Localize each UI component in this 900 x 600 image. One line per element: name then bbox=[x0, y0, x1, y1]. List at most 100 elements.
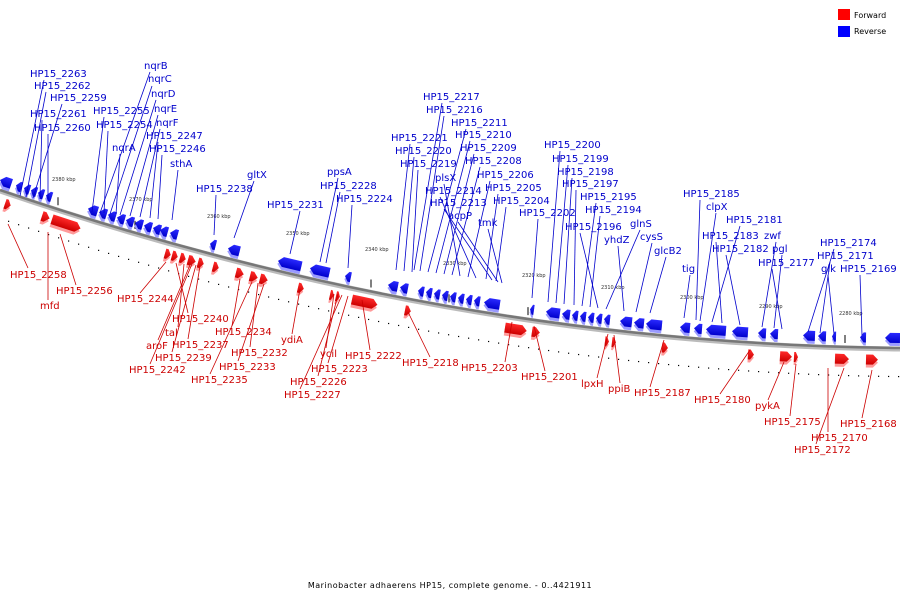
gene-label-reverse[interactable]: HP15_2183 bbox=[702, 231, 759, 242]
gene-label-forward[interactable]: HP15_2258 bbox=[10, 270, 67, 281]
forward-gene-arrow[interactable] bbox=[2, 198, 12, 213]
reverse-gene-arrow[interactable] bbox=[587, 312, 595, 326]
gene-label-reverse[interactable]: HP15_2224 bbox=[336, 194, 393, 205]
gene-label-reverse[interactable]: HP15_2238 bbox=[196, 184, 253, 195]
gene-label-forward[interactable]: ydiA bbox=[281, 335, 303, 346]
reverse-gene-arrow[interactable] bbox=[425, 287, 433, 302]
gene-label-reverse[interactable]: clpX bbox=[706, 202, 728, 213]
reverse-gene-arrow[interactable] bbox=[13, 181, 24, 195]
gene-label-forward[interactable]: HP15_2222 bbox=[345, 351, 402, 362]
gene-label-reverse[interactable]: yhdZ bbox=[604, 235, 630, 246]
reverse-gene-arrow[interactable] bbox=[133, 218, 145, 233]
gene-label-forward[interactable]: pykA bbox=[755, 401, 780, 412]
gene-label-forward[interactable]: HP15_2234 bbox=[215, 327, 272, 338]
gene-label-reverse[interactable]: HP15_2259 bbox=[50, 93, 107, 104]
forward-gene-arrow[interactable] bbox=[334, 291, 341, 305]
reverse-gene-arrow[interactable] bbox=[757, 328, 767, 342]
gene-label-reverse[interactable]: HP15_2211 bbox=[451, 118, 508, 129]
gene-label-reverse[interactable]: HP15_2246 bbox=[149, 144, 206, 155]
gene-label-reverse[interactable]: tmk bbox=[478, 218, 498, 229]
reverse-gene-arrow[interactable] bbox=[884, 332, 900, 347]
forward-gene-arrow[interactable] bbox=[661, 342, 668, 356]
gene-label-reverse[interactable]: HP15_2217 bbox=[423, 92, 480, 103]
reverse-gene-arrow[interactable] bbox=[571, 310, 579, 324]
forward-gene-arrow[interactable] bbox=[328, 289, 335, 304]
gene-label-forward[interactable]: HP15_2244 bbox=[117, 294, 174, 305]
gene-label-reverse[interactable]: zwf bbox=[764, 231, 781, 242]
reverse-gene-arrow[interactable] bbox=[529, 304, 535, 318]
gene-label-reverse[interactable]: plsX bbox=[435, 173, 456, 184]
reverse-gene-arrow[interactable] bbox=[142, 221, 154, 236]
reverse-gene-arrow[interactable] bbox=[817, 331, 827, 345]
gene-label-forward[interactable]: HP15_2170 bbox=[811, 433, 868, 444]
gene-label-reverse[interactable]: HP15_2221 bbox=[391, 133, 448, 144]
forward-gene-arrow[interactable] bbox=[865, 354, 878, 368]
gene-label-reverse[interactable]: HP15_2263 bbox=[30, 69, 87, 80]
gene-label-reverse[interactable]: HP15_2204 bbox=[493, 196, 550, 207]
gene-label-forward[interactable]: HP15_2218 bbox=[402, 358, 459, 369]
gene-label-forward[interactable]: HP15_2172 bbox=[794, 445, 851, 456]
forward-gene-arrow[interactable] bbox=[248, 271, 259, 286]
reverse-gene-arrow[interactable] bbox=[158, 225, 170, 240]
gene-label-reverse[interactable]: HP15_2214 bbox=[425, 186, 482, 197]
forward-gene-arrow[interactable] bbox=[296, 282, 305, 297]
gene-label-forward[interactable]: tal bbox=[165, 328, 178, 339]
reverse-gene-arrow[interactable] bbox=[441, 290, 449, 305]
forward-gene-arrow[interactable] bbox=[39, 211, 52, 226]
gene-label-forward[interactable]: HP15_2175 bbox=[764, 417, 821, 428]
reverse-gene-arrow[interactable] bbox=[226, 244, 241, 260]
gene-label-reverse[interactable]: HP15_2196 bbox=[565, 222, 622, 233]
forward-gene-arrow[interactable] bbox=[177, 252, 187, 267]
reverse-gene-arrow[interactable] bbox=[343, 271, 352, 286]
forward-gene-arrow[interactable] bbox=[234, 267, 245, 283]
gene-label-forward[interactable]: HP15_2239 bbox=[155, 353, 212, 364]
gene-label-forward[interactable]: mfd bbox=[40, 301, 60, 312]
reverse-gene-arrow[interactable] bbox=[731, 326, 749, 341]
forward-gene-arrow[interactable] bbox=[834, 353, 849, 367]
gene-label-reverse[interactable]: ppsA bbox=[327, 167, 352, 178]
reverse-gene-arrow[interactable] bbox=[115, 213, 127, 228]
forward-gene-arrow[interactable] bbox=[793, 351, 799, 366]
gene-label-forward[interactable]: aroF bbox=[146, 341, 168, 352]
reverse-gene-arrow[interactable] bbox=[561, 309, 571, 323]
reverse-gene-arrow[interactable] bbox=[579, 311, 587, 325]
gene-label-reverse[interactable]: HP15_2206 bbox=[477, 170, 534, 181]
gene-label-reverse[interactable]: glcB2 bbox=[654, 246, 682, 257]
gene-label-reverse[interactable]: HP15_2262 bbox=[34, 81, 91, 92]
gene-label-reverse[interactable]: HP15_2228 bbox=[320, 181, 377, 192]
reverse-gene-arrow[interactable] bbox=[802, 330, 816, 344]
gene-label-reverse[interactable]: HP15_2185 bbox=[683, 189, 740, 200]
gene-label-forward[interactable]: HP15_2232 bbox=[231, 348, 288, 359]
gene-label-reverse[interactable]: HP15_2194 bbox=[585, 205, 642, 216]
forward-gene-arrow[interactable] bbox=[403, 305, 411, 319]
gene-label-reverse[interactable]: HP15_2219 bbox=[400, 159, 457, 170]
reverse-gene-arrow[interactable] bbox=[168, 228, 180, 243]
reverse-gene-arrow[interactable] bbox=[545, 307, 561, 322]
gene-label-forward[interactable]: HP15_2223 bbox=[311, 364, 368, 375]
gene-label-forward[interactable]: HP15_2180 bbox=[694, 395, 751, 406]
reverse-gene-arrow[interactable] bbox=[417, 286, 425, 300]
gene-label-forward[interactable]: HP15_2201 bbox=[521, 372, 578, 383]
gene-label-forward[interactable]: HP15_2203 bbox=[461, 363, 518, 374]
forward-gene-arrow[interactable] bbox=[779, 351, 793, 365]
reverse-gene-arrow[interactable] bbox=[86, 204, 100, 220]
forward-gene-arrow[interactable] bbox=[350, 294, 378, 313]
gene-label-reverse[interactable]: HP15_2205 bbox=[485, 183, 542, 194]
gene-label-reverse[interactable]: nqrD bbox=[151, 89, 176, 100]
gene-label-reverse[interactable]: HP15_2208 bbox=[465, 156, 522, 167]
reverse-gene-arrow[interactable] bbox=[208, 239, 218, 253]
forward-gene-arrow[interactable] bbox=[169, 250, 179, 265]
gene-label-reverse[interactable]: gltX bbox=[247, 170, 267, 181]
gene-label-forward[interactable]: HP15_2256 bbox=[56, 286, 113, 297]
forward-gene-arrow[interactable] bbox=[210, 261, 220, 276]
gene-label-reverse[interactable]: HP15_2210 bbox=[455, 130, 512, 141]
reverse-gene-arrow[interactable] bbox=[483, 297, 501, 313]
gene-label-reverse[interactable]: sthA bbox=[170, 159, 192, 170]
reverse-gene-arrow[interactable] bbox=[276, 256, 303, 275]
reverse-gene-arrow[interactable] bbox=[595, 313, 603, 327]
gene-label-forward[interactable]: HP15_2240 bbox=[172, 314, 229, 325]
gene-label-forward[interactable]: HP15_2235 bbox=[191, 375, 248, 386]
reverse-gene-arrow[interactable] bbox=[457, 293, 465, 307]
reverse-gene-arrow[interactable] bbox=[433, 289, 441, 303]
gene-label-forward[interactable]: HP15_2242 bbox=[129, 365, 186, 376]
